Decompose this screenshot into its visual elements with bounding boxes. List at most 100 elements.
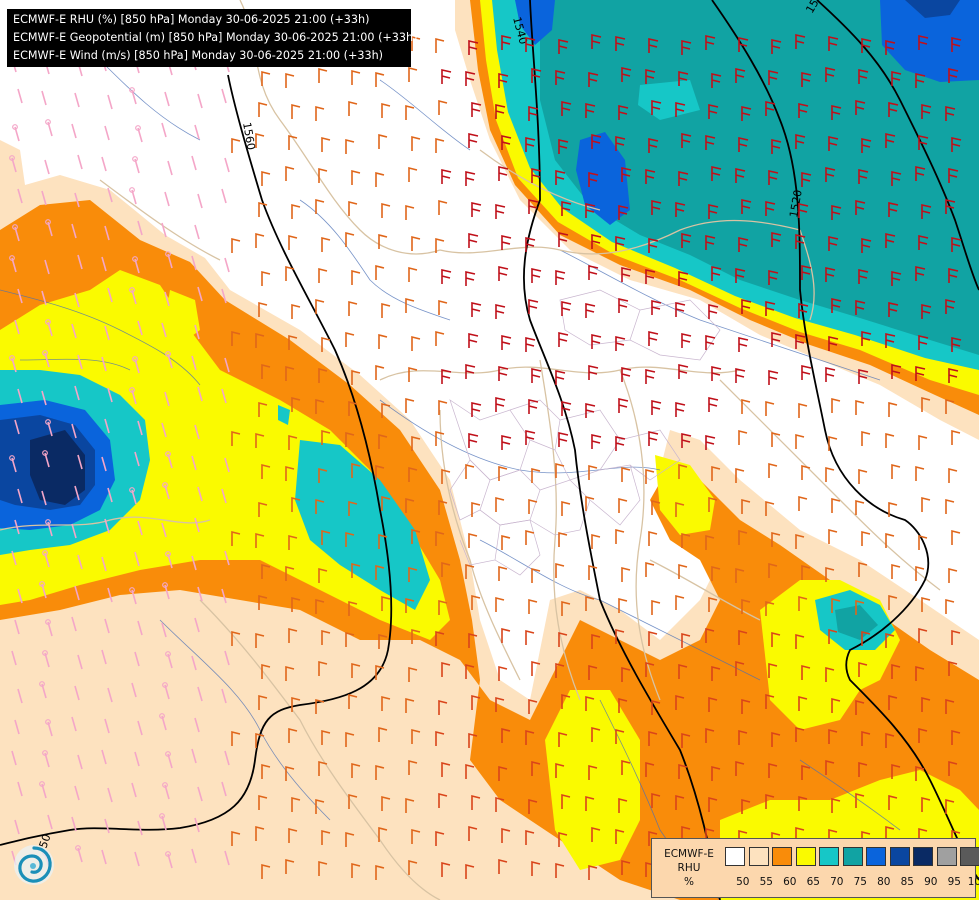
wind-barb (435, 237, 445, 253)
calm-wind-marker (9, 455, 15, 461)
wind-barb (441, 468, 451, 484)
wind-barb (891, 71, 902, 86)
wind-barb (315, 698, 325, 714)
wind-barb (585, 595, 595, 611)
wind-barb (795, 726, 805, 742)
wind-barb (651, 499, 661, 515)
wind-barb (861, 730, 871, 746)
wind-barb (288, 234, 298, 250)
wind-barb (318, 367, 328, 383)
wind-barb (288, 727, 298, 743)
wind-barb (528, 106, 539, 121)
wind-barb (471, 694, 481, 710)
wind-barb (438, 299, 448, 315)
wind-barb (441, 269, 452, 284)
wind-barb (861, 530, 871, 546)
wind-barb (768, 370, 779, 385)
wind-barb (435, 37, 445, 53)
wind-barb (495, 796, 505, 812)
wind-barb (768, 462, 778, 478)
wind-barb (348, 100, 358, 116)
wind-barb (224, 750, 230, 766)
wind-barb (741, 199, 752, 214)
calm-wind-marker (129, 87, 135, 93)
wind-barb (104, 225, 110, 241)
wind-barb (918, 135, 929, 150)
wind-barb (588, 365, 599, 380)
calm-wind-marker (165, 451, 171, 457)
wind-barb (17, 588, 23, 604)
wind-barb (381, 402, 391, 418)
wind-barb (801, 764, 811, 780)
wind-barb (885, 732, 895, 748)
wind-barb (771, 332, 782, 347)
wind-barb (801, 464, 811, 480)
contour-label: 50 (37, 832, 54, 850)
legend-label: 60 (783, 876, 797, 888)
wind-barb (375, 864, 385, 880)
wind-barb (288, 627, 298, 643)
wind-barb (708, 204, 719, 219)
wind-barb (197, 586, 203, 602)
wind-barb (438, 699, 448, 715)
wind-barb (191, 748, 197, 764)
wind-barb (137, 820, 143, 836)
wind-barb (681, 233, 692, 248)
wind-barb (134, 751, 140, 767)
wind-barb (825, 167, 836, 182)
wind-barb (891, 663, 901, 679)
wind-barb (828, 628, 838, 644)
wind-barb (645, 561, 655, 577)
wind-barb (498, 665, 508, 681)
wind-barb (678, 271, 689, 286)
wind-barb (104, 325, 110, 341)
wind-barb (528, 798, 538, 814)
wind-barb (588, 664, 598, 680)
wind-barb (651, 699, 661, 715)
wind-barb (411, 528, 421, 544)
wind-barb (615, 136, 626, 151)
wind-barb (495, 304, 506, 319)
calm-wind-marker (129, 487, 135, 493)
wind-barb (137, 520, 143, 536)
wind-barb (768, 170, 779, 185)
calm-wind-marker (9, 355, 15, 361)
wind-barb (14, 619, 20, 635)
wind-barb (828, 136, 839, 151)
legend-label: 50 (736, 876, 750, 888)
calm-wind-marker (45, 619, 51, 625)
wind-barb (891, 364, 902, 379)
wind-barb (231, 430, 241, 446)
wind-barb (918, 335, 929, 350)
wind-barb (74, 192, 80, 208)
wind-barb (378, 133, 388, 149)
wind-barb (405, 797, 415, 813)
wind-barb (164, 191, 170, 207)
wind-barb (291, 103, 301, 119)
wind-barb (101, 649, 107, 665)
calm-wind-marker (42, 450, 48, 456)
wind-barb (164, 391, 170, 407)
wind-barb (258, 694, 268, 710)
wind-barb (735, 567, 745, 583)
calm-wind-marker (165, 351, 171, 357)
wind-barb (768, 662, 778, 678)
wind-barb (375, 364, 385, 380)
wind-barb (291, 303, 301, 319)
wind-barb (471, 402, 482, 417)
wind-barb (224, 550, 230, 566)
wind-barb (438, 499, 448, 515)
wind-barb (77, 354, 83, 370)
wind-barb (134, 651, 140, 667)
wind-barb (261, 463, 271, 479)
wind-barb (107, 487, 113, 503)
wind-barb (951, 729, 961, 745)
wind-barb (705, 135, 716, 150)
wind-barb (221, 288, 227, 304)
wind-barb (471, 202, 482, 217)
rhu-title: ECMWF-E RHU (%) [850 hPa] Monday 30-06-2… (13, 13, 370, 26)
calm-wind-marker (165, 651, 171, 657)
wind-barb (498, 465, 508, 481)
wind-barb (891, 271, 902, 286)
wind-barb (345, 631, 355, 647)
